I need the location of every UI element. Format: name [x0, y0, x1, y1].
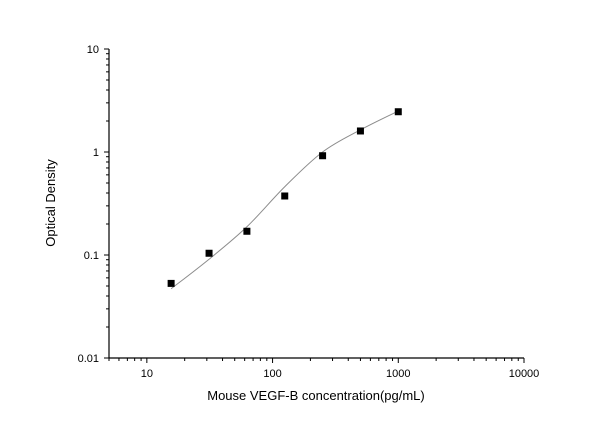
- axes: [108, 49, 524, 359]
- fit-curve: [170, 110, 399, 290]
- y-axis-title: Optical Density: [43, 159, 58, 247]
- x-tick-label: 100: [263, 368, 281, 380]
- ticks: 10 100 1000 10000 0.01 0.1 1 10: [78, 44, 540, 380]
- data-point: [319, 152, 327, 160]
- y-tick-label: 10: [87, 44, 99, 56]
- data-point: [167, 279, 175, 287]
- data-point: [394, 108, 402, 116]
- y-tick-label: 0.01: [78, 353, 99, 365]
- data-point: [243, 227, 251, 235]
- x-tick-label: 1000: [386, 368, 410, 380]
- x-tick-label: 10: [141, 368, 153, 380]
- data-point: [281, 192, 289, 200]
- y-tick-label: 1: [93, 147, 99, 159]
- y-tick-label: 0.1: [84, 250, 99, 262]
- data-points: [167, 108, 402, 287]
- x-axis-title: Mouse VEGF-B concentration(pg/mL): [207, 388, 424, 403]
- x-tick-label: 10000: [509, 368, 540, 380]
- data-point: [205, 249, 213, 257]
- data-point: [356, 127, 364, 135]
